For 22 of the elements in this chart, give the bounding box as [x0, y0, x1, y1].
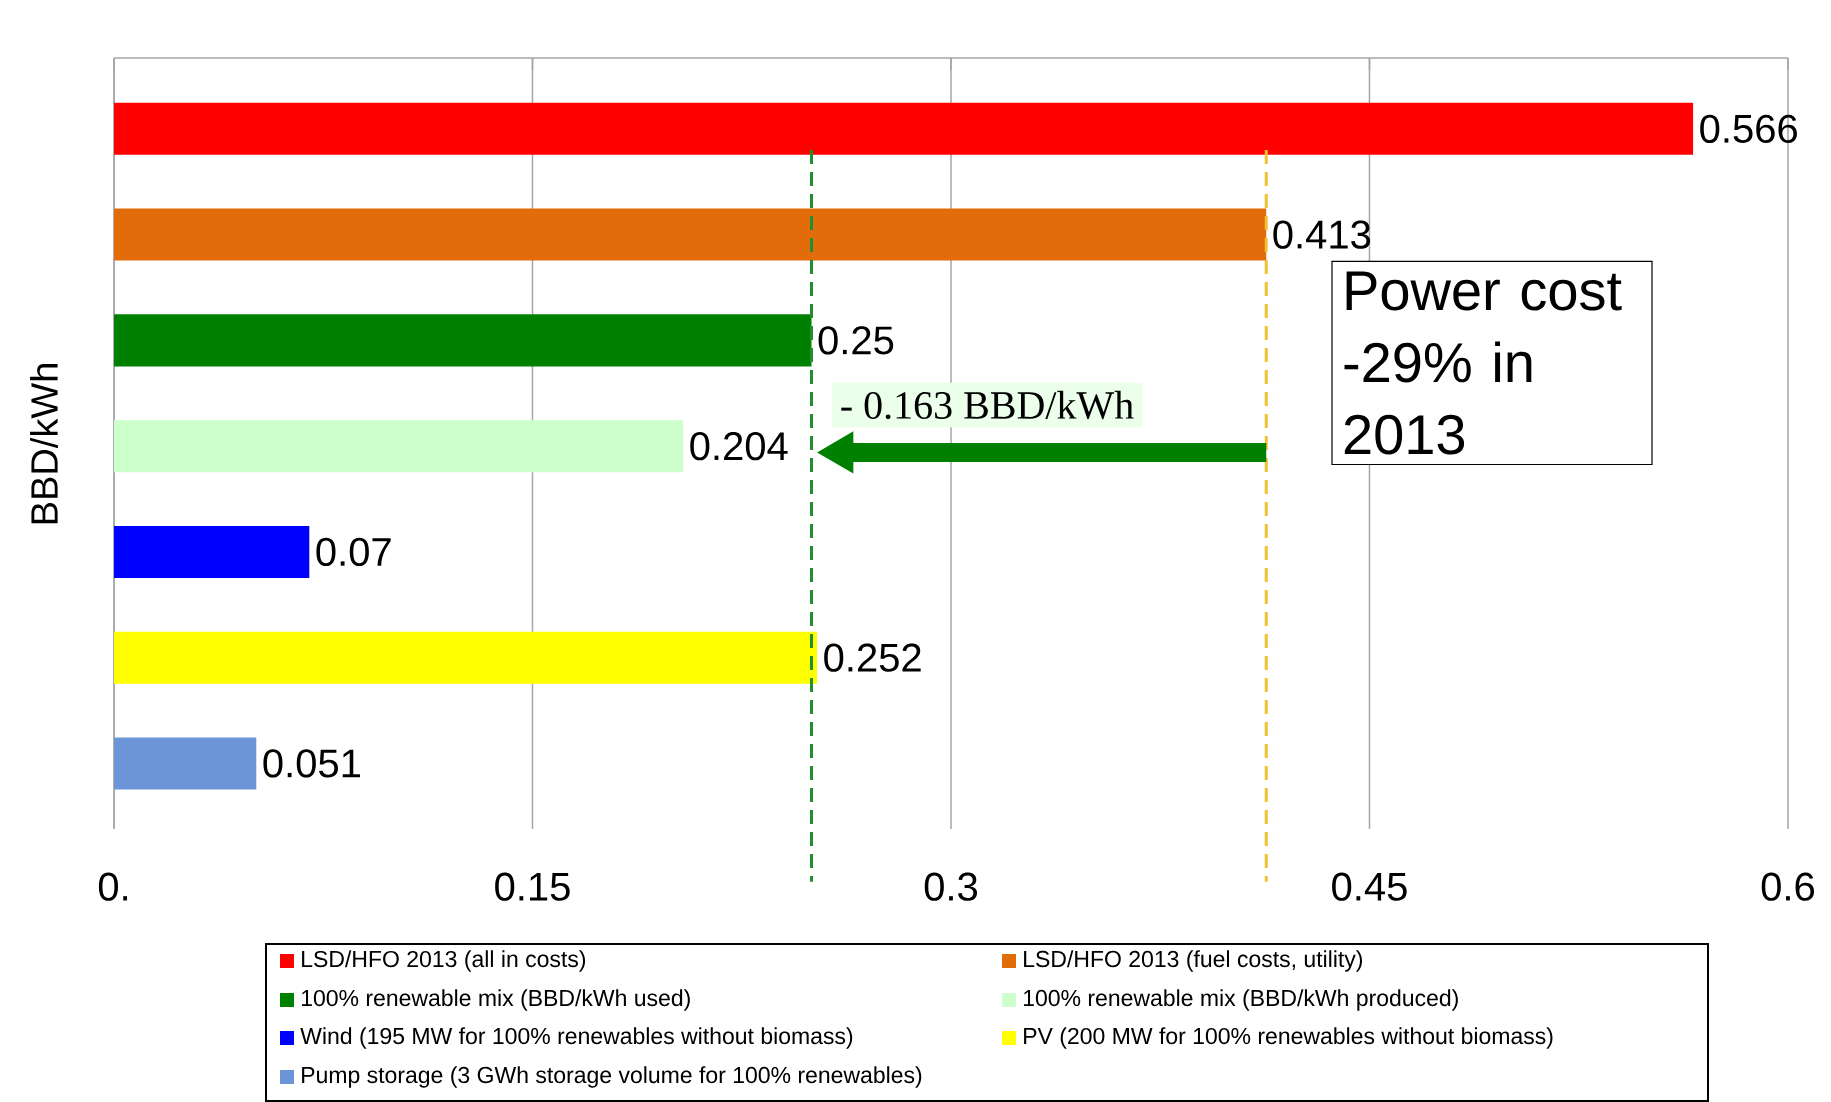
x-tick-label: 0.3 [924, 872, 978, 901]
legend-label: Wind (195 MW for 100% renewables without biomass) [300, 1027, 853, 1049]
legend-label: 100% renewable mix (BBD/kWh used) [301, 989, 690, 1011]
data-label: 0.566 [1700, 114, 1797, 144]
annotation: Power cost -29% in 2013 [1344, 271, 1622, 455]
annotation: - 0.163 BBD/kWh [841, 390, 1134, 420]
data-label: 0.25 [818, 326, 894, 355]
legend-label: PV (200 MW for 100% renewables without biomass) [1024, 1027, 1553, 1049]
data-label: 0.413 [1273, 220, 1371, 249]
y-axis-title: BBD/kWh [30, 364, 58, 524]
x-tick-label: 0. [98, 872, 128, 901]
legend-label: LSD/HFO 2013 (fuel costs, utility) [1024, 950, 1363, 972]
x-tick-label: 0.6 [1761, 872, 1814, 901]
x-tick-label: 0.45 [1332, 872, 1407, 901]
data-label: 0.252 [824, 643, 921, 672]
legend-label: 100% renewable mix (BBD/kWh produced) [1023, 989, 1458, 1011]
legend-label: Pump storage (3 GWh storage volume for 100% renewables) [302, 1066, 922, 1088]
x-tick-label: 0.15 [495, 872, 570, 901]
data-label: 0.204 [690, 431, 788, 461]
legend-label: LSD/HFO 2013 (all in costs) [302, 950, 586, 972]
data-label: 0.051 [263, 749, 360, 778]
data-label: 0.07 [316, 537, 391, 567]
